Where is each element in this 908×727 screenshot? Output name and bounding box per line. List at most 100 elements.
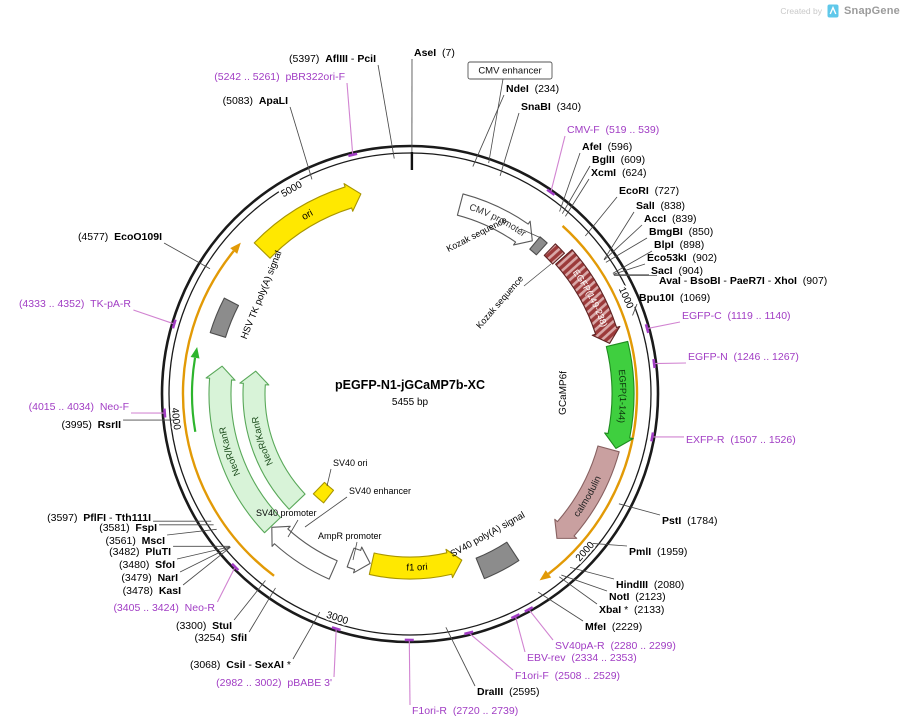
site-label-ndei[interactable]: NdeI (234) (506, 83, 559, 95)
site-label-sfii[interactable]: (3254) SfiI (194, 632, 247, 644)
site-label-xbai[interactable]: XbaI * (2133) (599, 604, 664, 616)
site-label-blpi[interactable]: BlpI (898) (654, 239, 704, 251)
feature-label-ori: ori (300, 208, 315, 223)
site-label-tk-pa-r[interactable]: (4333 .. 4352) TK-pA-R (19, 298, 131, 310)
site-label-msci[interactable]: (3561) MscI (105, 535, 165, 547)
site-label-pluti[interactable]: (3482) PluTI (109, 546, 171, 558)
site-label-ebv-rev[interactable]: EBV-rev (2334 .. 2353) (527, 652, 637, 664)
site-label-egfp-c[interactable]: EGFP-C (1119 .. 1140) (682, 310, 791, 322)
site-label-afliii-pcii[interactable]: (5397) AflIII - PciI (289, 53, 376, 65)
site-label-xcmi[interactable]: XcmI (624) (591, 167, 646, 179)
site-label-snabi[interactable]: SnaBI (340) (521, 101, 581, 113)
feature-cmv-promoter[interactable] (456, 193, 533, 246)
site-label-f1ori-r[interactable]: F1ori-R (2720 .. 2739) (412, 705, 518, 717)
site-label-egfp-n[interactable]: EGFP-N (1246 .. 1267) (688, 351, 799, 363)
site-leader-kasi (182, 546, 231, 586)
site-leader-stui (233, 580, 266, 621)
site-label-pbabe-3[interactable]: (2982 .. 3002) pBABE 3' (216, 677, 332, 689)
feature-peptide-box[interactable] (543, 243, 566, 265)
site-leader-ebv-rev (514, 616, 526, 653)
site-label-exfp-r[interactable]: EXFP-R (1507 .. 1526) (686, 434, 796, 446)
site-leader-neo-r (216, 566, 236, 603)
plasmid-size: 5455 bp (392, 397, 429, 408)
site-label-f1ori-f[interactable]: F1ori-F (2508 .. 2529) (515, 670, 620, 682)
feature-sv40-ori-box[interactable] (312, 481, 335, 504)
site-leader-mfei (537, 591, 584, 622)
site-label-csii-sexai[interactable]: (3068) CsiI - SexAI * (190, 659, 291, 671)
site-label-sali[interactable]: SalI (838) (636, 200, 685, 212)
site-label-nari[interactable]: (3479) NarI (121, 572, 178, 584)
feature-sv40-polya-box[interactable] (475, 541, 520, 580)
site-label-avai-bsobi-paer7i-xhoi[interactable]: AvaI - BsoBI - PaeR7I - XhoI (907) (659, 275, 827, 287)
sv40-promoter-label: SV40 promoter (256, 508, 317, 518)
site-leader-psti (618, 503, 661, 516)
feature-label-f1-ori: f1 ori (406, 562, 428, 574)
site-label-ecoo109i[interactable]: (4577) EcoO109I (78, 231, 162, 243)
site-label-psti[interactable]: PstI (1784) (662, 515, 717, 527)
feature-hsv-tk-polya-box[interactable] (209, 297, 240, 338)
site-leader-afei (559, 152, 581, 212)
site-label-bpu10i[interactable]: Bpu10I (1069) (639, 292, 710, 304)
site-label-saci[interactable]: SacI (904) (651, 265, 703, 277)
site-label-bmgbi[interactable]: BmgBI (850) (649, 226, 713, 238)
primer-site-mark-pbr322ori-f (348, 152, 358, 158)
site-leader-xbai (559, 576, 598, 605)
feature-neor-kanr-outer[interactable] (205, 365, 282, 534)
site-label-noti[interactable]: NotI (2123) (609, 591, 666, 603)
kozak-label-1-line (520, 228, 542, 239)
feature-calmodulin[interactable] (554, 445, 620, 539)
primer-site-mark-egfp-n (652, 358, 656, 369)
tick-label-3000: 3000 (325, 610, 350, 627)
primer-site-mark-exfp-r (650, 432, 655, 442)
site-label-kasi[interactable]: (3478) KasI (123, 585, 181, 597)
site-label-neo-f[interactable]: (4015 .. 4034) Neo-F (29, 401, 129, 413)
site-label-cmv-f[interactable]: CMV-F (519 .. 539) (567, 124, 659, 136)
site-label-pbr322ori-f[interactable]: (5242 .. 5261) pBR322ori-F (214, 71, 345, 83)
site-label-ecori[interactable]: EcoRI (727) (619, 185, 679, 197)
site-label-sfoi[interactable]: (3480) SfoI (119, 559, 175, 571)
kozak-label-2-line (523, 263, 552, 287)
site-label-apali[interactable]: (5083) ApaLI (223, 95, 288, 107)
site-label-stui[interactable]: (3300) StuI (176, 620, 232, 632)
neor-thin-arrow-head (190, 346, 200, 359)
site-leader-nari (179, 546, 231, 573)
site-label-neo-r[interactable]: (3405 .. 3424) Neo-R (113, 602, 215, 614)
site-label-sv40pa-r[interactable]: SV40pA-R (2280 .. 2299) (555, 640, 676, 652)
site-leader-ecori (584, 196, 618, 237)
site-label-bglii[interactable]: BglII (609) (592, 154, 645, 166)
transcript-arc-right (547, 225, 639, 575)
primer-site-mark-sv40pa-r (524, 606, 534, 613)
feature-kozak-sequence-box[interactable] (529, 236, 548, 256)
site-label-acci[interactable]: AccI (839) (644, 213, 697, 225)
feature-ampr-promoter[interactable] (346, 546, 371, 574)
site-leader-xcmi (565, 178, 590, 217)
site-label-fspi[interactable]: (3581) FspI (99, 522, 157, 534)
feature-sv40-promoter[interactable] (271, 525, 338, 580)
site-label-mfei[interactable]: MfeI (2229) (585, 621, 642, 633)
site-label-hindiii[interactable]: HindIII (2080) (616, 579, 684, 591)
site-leader-blpi (612, 250, 653, 274)
site-leader-afliii-pcii (377, 64, 395, 159)
site-label-rsrii[interactable]: (3995) RsrII (61, 419, 121, 431)
feature-egfp-1-144[interactable] (604, 340, 635, 449)
feature-egfp-149-238[interactable] (555, 249, 621, 344)
feature-ori[interactable] (253, 183, 362, 259)
snapgene-logo-icon (827, 4, 839, 18)
site-label-pflfi-tth111i[interactable]: (3597) PflFI - Tth111I (47, 512, 151, 524)
feature-f1-ori[interactable] (368, 548, 463, 580)
site-label-eco53ki[interactable]: Eco53kI (902) (647, 252, 717, 264)
primer-site-mark-ebv-rev (510, 613, 521, 620)
site-label-pmli[interactable]: PmlI (1959) (629, 546, 687, 558)
site-label-afei[interactable]: AfeI (596) (582, 141, 632, 153)
feature-neor-kanr-inner[interactable] (239, 370, 306, 510)
primer-site-mark-neo-f (163, 408, 167, 418)
site-label-draiii[interactable]: DraIII (2595) (477, 686, 539, 698)
site-leader-tk-pa-r (133, 309, 175, 325)
cmv-enhancer-box[interactable] (467, 61, 553, 80)
sv40-promoter-label-line (287, 519, 299, 538)
site-leader-ecoo109i (163, 242, 211, 270)
site-leader-pmli (592, 543, 628, 547)
site-label-asei[interactable]: AseI (7) (414, 47, 455, 59)
site-leader-acci (603, 224, 643, 261)
